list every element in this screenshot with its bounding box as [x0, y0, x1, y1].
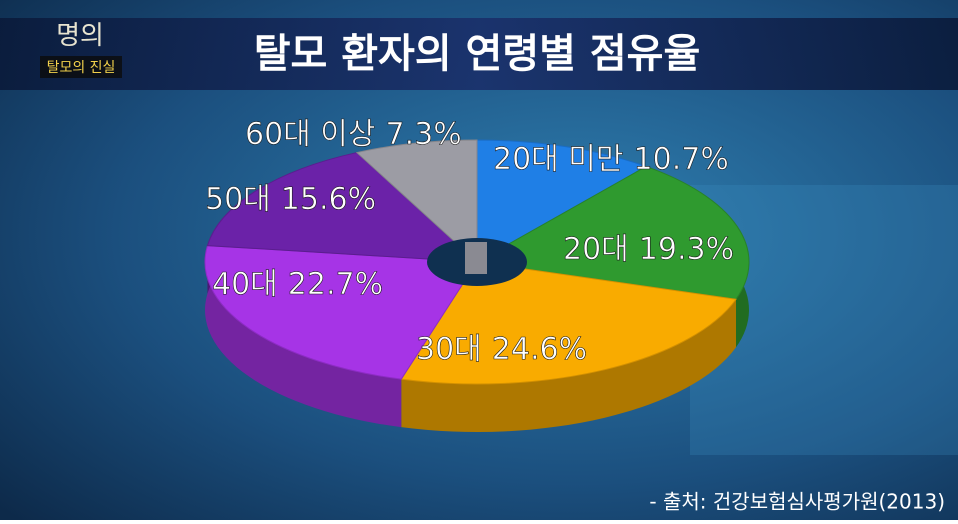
slice-label: 50대 15.6% — [205, 182, 376, 217]
slice-value-label: 7.3% — [386, 117, 462, 152]
logo-subtitle: 탈모의 진실 — [47, 60, 116, 76]
slice-label: 60대 이상 7.3% — [245, 117, 462, 152]
slice-category: 50대 — [205, 182, 271, 217]
pie — [204, 139, 750, 432]
slice-category: 20대 — [563, 232, 629, 267]
slice-value-label: 24.6% — [492, 332, 587, 367]
slice — [476, 139, 648, 263]
slice-label: 20대 19.3% — [563, 232, 734, 267]
slice — [355, 139, 478, 264]
slice — [204, 245, 478, 380]
slice-side — [401, 299, 737, 432]
slice-category: 30대 — [416, 332, 482, 367]
slice-value-label: 19.3% — [639, 232, 734, 267]
chart-title: 탈모 환자의 연령별 점유율 — [254, 31, 701, 77]
slice-value-label: 10.7% — [634, 142, 729, 177]
slice-label: 20대 미만 10.7% — [493, 142, 729, 177]
slice-category: 60대 이상 — [245, 117, 376, 152]
source: - 출처: 건강보험심사평가원(2013) — [649, 490, 945, 514]
slice-label: 30대 24.6% — [416, 332, 587, 367]
slice-category: 40대 — [212, 267, 278, 302]
slice-value-label: 22.7% — [288, 267, 383, 302]
slice-value-label: 15.6% — [281, 182, 376, 217]
hole-wall — [465, 242, 487, 274]
slice-label: 40대 22.7% — [212, 267, 383, 302]
slice-category: 20대 미만 — [493, 142, 624, 177]
slice — [475, 165, 750, 300]
title-bar — [0, 18, 958, 90]
logo-title: 명의 — [56, 21, 104, 50]
logo-box — [40, 56, 122, 78]
slice — [206, 152, 479, 263]
slice-side — [205, 245, 402, 428]
slice — [400, 261, 737, 385]
